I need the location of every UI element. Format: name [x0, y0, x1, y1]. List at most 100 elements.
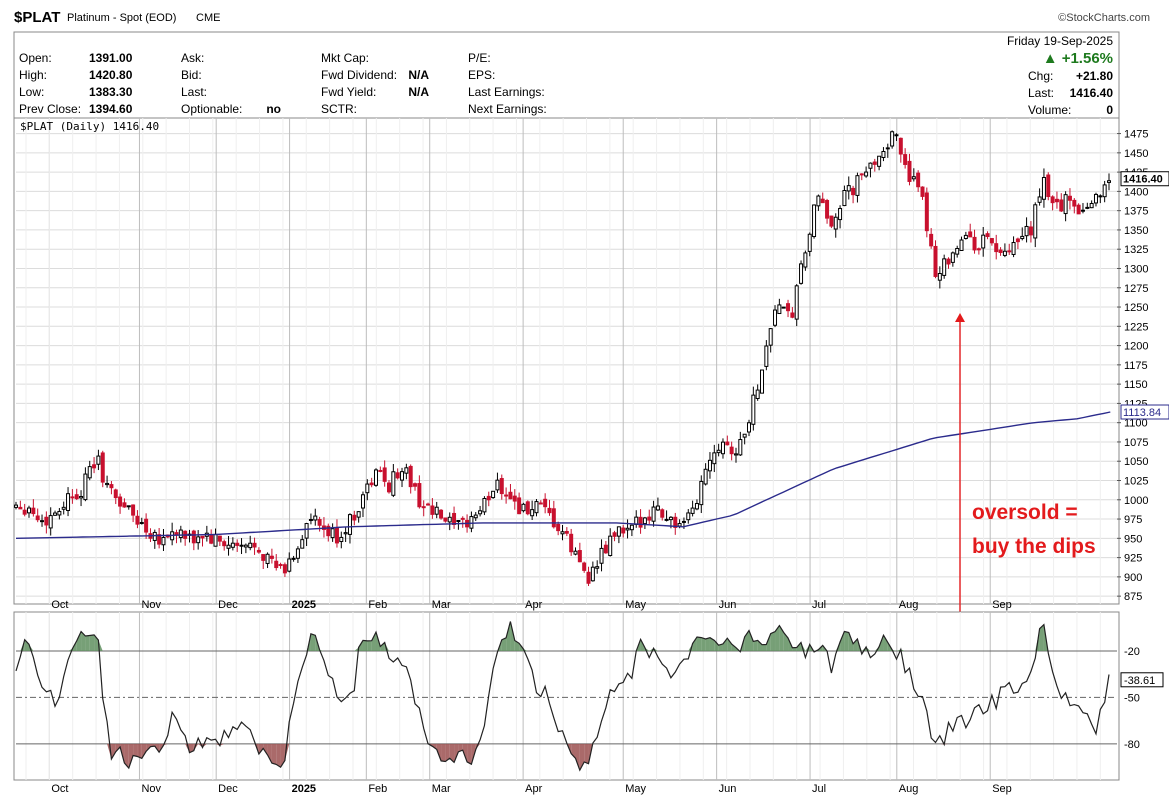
month-label: Mar — [432, 599, 451, 611]
candle-body — [551, 508, 556, 528]
price-tick-label: 1300 — [1124, 263, 1148, 275]
candle-body — [981, 234, 986, 249]
month-label: Jul — [812, 599, 826, 611]
candle-body — [83, 473, 88, 501]
candle-body — [517, 497, 522, 515]
oversold-fill — [124, 743, 129, 769]
overbought-fill — [319, 649, 324, 651]
candle-body — [430, 505, 435, 515]
candle-body — [222, 541, 227, 547]
candle-body — [1028, 226, 1033, 236]
candle-body — [44, 516, 49, 526]
candle-body — [400, 471, 405, 481]
candle-body — [751, 394, 756, 425]
candle-body — [664, 518, 669, 521]
candle-body — [131, 504, 136, 516]
overbought-fill — [779, 625, 784, 651]
month-label: May — [625, 599, 646, 611]
info-label: Ask: — [181, 51, 204, 65]
candle-body — [35, 515, 40, 521]
candle-body — [447, 516, 452, 523]
price-tick-label: 1075 — [1124, 437, 1148, 449]
candle-body — [733, 453, 738, 456]
candle-body — [677, 523, 682, 527]
candle-body — [1002, 250, 1007, 256]
candle-body — [209, 534, 214, 544]
candle-body — [812, 204, 817, 238]
candle-body — [460, 517, 465, 520]
candle-body — [816, 195, 821, 207]
candle-body — [825, 200, 830, 219]
price-axis: 8759009259509751000102510501075110011251… — [1117, 129, 1169, 603]
annotation-arrowhead-up — [955, 313, 965, 322]
candle-body — [74, 494, 79, 500]
overbought-fill — [848, 632, 854, 651]
overbought-fill — [701, 637, 706, 651]
candle-body — [686, 512, 691, 521]
candle-body — [144, 518, 149, 533]
overbought-fill — [714, 640, 719, 651]
osc-month-label: Mar — [432, 783, 451, 795]
candle-body — [439, 509, 444, 519]
overbought-fill — [900, 649, 906, 651]
oversold-fill — [467, 743, 472, 765]
price-grid — [16, 118, 1117, 604]
candle-body — [890, 131, 895, 147]
oversold-fill — [189, 743, 194, 753]
candle-body — [712, 452, 717, 465]
overbought-fill — [371, 632, 376, 651]
price-tick-label: 1025 — [1124, 476, 1148, 488]
candle-body — [22, 509, 27, 515]
candle-body — [469, 516, 474, 529]
candle-body — [1007, 250, 1012, 253]
candle-body — [521, 503, 526, 512]
candle-body — [300, 539, 305, 549]
candle-body — [746, 422, 751, 433]
oversold-fill — [128, 743, 134, 769]
info-label: Next Earnings: — [468, 102, 547, 116]
candle-body — [343, 532, 348, 535]
candle-body — [569, 533, 574, 553]
oscillator-panel — [13, 611, 1120, 781]
candle-body — [508, 491, 513, 500]
candle-body — [525, 501, 530, 515]
candle-body — [317, 519, 322, 526]
candle-body — [70, 496, 75, 499]
candle-body — [200, 535, 205, 539]
candle-body — [18, 506, 23, 510]
candle-body — [404, 467, 409, 474]
candle-body — [274, 560, 279, 569]
price-tick-label: 1400 — [1124, 186, 1148, 198]
last-value: 1416.40 — [1070, 86, 1114, 100]
info-value: 1420.80 — [89, 68, 133, 82]
info-label: Bid: — [181, 68, 202, 82]
candle-body — [369, 482, 374, 486]
price-tick-label: 900 — [1124, 572, 1142, 584]
overbought-fill — [501, 637, 507, 651]
price-tick-label: 950 — [1124, 533, 1142, 545]
candle-body — [864, 171, 869, 177]
candle-body — [994, 243, 999, 253]
candle-body — [118, 496, 123, 507]
candle-body — [660, 509, 665, 518]
price-tick-label: 1275 — [1124, 283, 1148, 295]
candle-body — [651, 506, 656, 522]
candle-body — [395, 472, 400, 479]
candle-body — [347, 514, 352, 535]
overbought-fill — [727, 638, 732, 651]
osc-month-label: Apr — [525, 783, 542, 795]
candle-body — [855, 175, 860, 196]
candle-body — [109, 484, 114, 489]
candle-body — [27, 507, 32, 514]
candle-body — [738, 439, 743, 456]
candle-body — [846, 185, 851, 192]
candle-body — [1089, 202, 1094, 209]
month-label: Feb — [368, 599, 387, 611]
candle-body — [629, 524, 634, 531]
candle-body — [877, 155, 882, 167]
info-panel — [13, 31, 1120, 119]
annotation-line-1: oversold = — [972, 501, 1078, 524]
date-label: Friday 19-Sep-2025 — [1007, 34, 1113, 48]
candle-body — [152, 531, 157, 541]
candle-body — [838, 207, 843, 221]
